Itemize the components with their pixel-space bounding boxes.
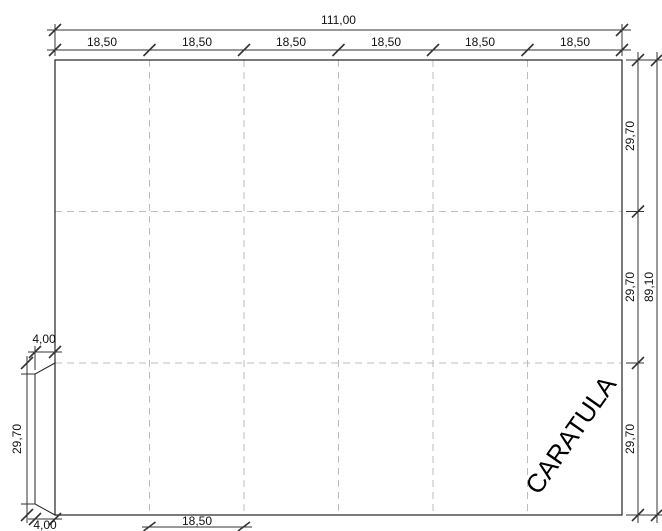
tick (631, 204, 645, 219)
glue-flap (34, 362, 56, 516)
tick (615, 43, 629, 57)
tick (28, 512, 42, 526)
tick (48, 43, 62, 57)
tick (331, 43, 346, 57)
tick (520, 43, 535, 57)
tick (631, 508, 645, 522)
bottom-column-width-label: 18,50 (182, 514, 212, 528)
tick (143, 521, 156, 531)
tick (631, 356, 645, 370)
tick (48, 345, 62, 359)
flap-height-label: 29,70 (10, 424, 24, 454)
tick (28, 345, 42, 359)
row-height-label: 29,70 (623, 272, 637, 302)
tick (142, 43, 157, 57)
tick (237, 521, 251, 531)
sheet-outline (54, 59, 623, 516)
tick (426, 43, 440, 57)
dimension-lines (20, 23, 662, 531)
column-width-label: 18,50 (371, 35, 401, 49)
column-width-label: 18,50 (182, 35, 212, 49)
tick (48, 23, 62, 37)
tick (20, 508, 34, 522)
row-height-label: 29,70 (623, 424, 637, 454)
tick (650, 509, 662, 522)
column-width-label: 18,50 (465, 35, 495, 49)
tick (237, 43, 251, 57)
flap-width-bottom-label: 4,00 (33, 518, 57, 531)
tick (20, 356, 34, 370)
tick (650, 54, 662, 67)
column-width-label: 18,50 (276, 35, 306, 49)
overall-width-label: 111,00 (321, 13, 356, 27)
row-height-label: 29,70 (623, 121, 637, 151)
tick (48, 512, 62, 526)
fold-lines (55, 60, 622, 515)
column-width-label: 18,50 (87, 35, 117, 49)
cover-label: CARATULA (519, 370, 622, 500)
flap-width-top-label: 4,00 (32, 332, 56, 346)
column-width-label: 18,50 (560, 35, 590, 49)
overall-height-label: 89,10 (642, 272, 656, 302)
tick (615, 23, 629, 37)
